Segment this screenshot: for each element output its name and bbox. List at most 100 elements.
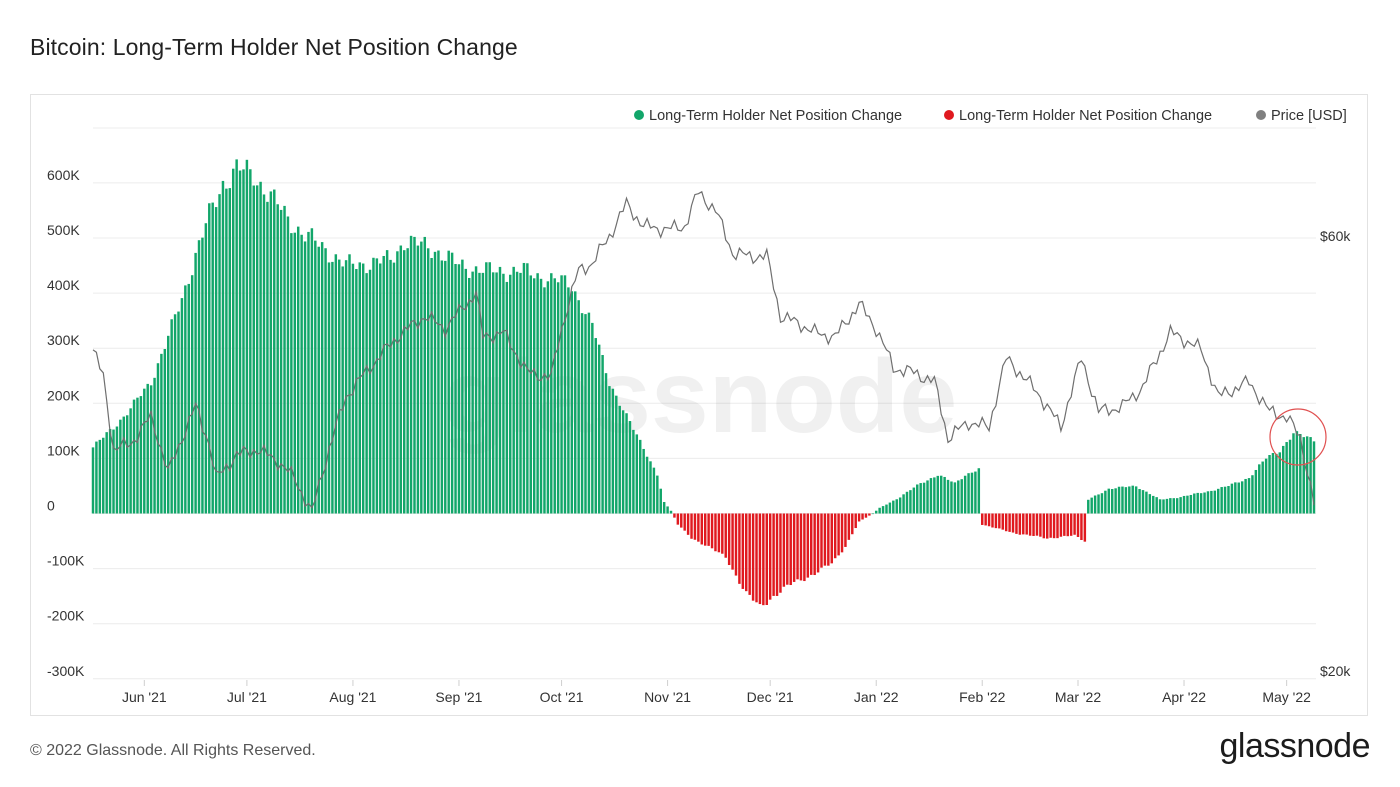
bar-positive bbox=[474, 266, 478, 514]
bar-positive bbox=[491, 272, 495, 514]
bar-positive bbox=[102, 437, 105, 514]
bar-negative bbox=[1069, 513, 1073, 536]
bar-positive bbox=[488, 262, 491, 514]
bar-negative bbox=[830, 513, 833, 564]
bar-positive bbox=[645, 456, 649, 514]
bar-negative bbox=[703, 513, 707, 546]
bar-positive bbox=[392, 262, 396, 514]
bar-positive bbox=[368, 269, 372, 514]
bar-positive bbox=[652, 467, 656, 514]
bar-positive bbox=[1131, 485, 1134, 514]
bar-positive bbox=[621, 410, 625, 514]
bar-negative bbox=[676, 513, 680, 525]
bar-positive bbox=[974, 471, 977, 514]
bar-positive bbox=[515, 271, 519, 514]
bar-positive bbox=[447, 250, 450, 514]
bar-positive bbox=[358, 262, 361, 514]
bar-negative bbox=[1011, 513, 1015, 533]
legend: Long-Term Holder Net Position Change Long… bbox=[634, 108, 1347, 124]
bar-positive bbox=[1309, 437, 1312, 514]
bar-positive bbox=[252, 185, 255, 514]
bar-positive bbox=[1292, 433, 1295, 514]
bar-negative bbox=[851, 513, 854, 535]
bar-positive bbox=[177, 311, 180, 514]
price-line bbox=[92, 190, 1315, 509]
bar-positive bbox=[1134, 486, 1138, 514]
bar-positive bbox=[444, 260, 447, 514]
bar-positive bbox=[320, 242, 324, 514]
bar-positive bbox=[1104, 490, 1107, 514]
bar-positive bbox=[953, 482, 957, 514]
bar-positive bbox=[532, 278, 536, 514]
bar-positive bbox=[597, 344, 601, 514]
bar-positive bbox=[1158, 499, 1162, 514]
bar-positive bbox=[1193, 493, 1196, 514]
bar-positive bbox=[385, 250, 389, 514]
bar-positive bbox=[440, 260, 444, 514]
bar-negative bbox=[738, 513, 741, 584]
bar-positive bbox=[365, 273, 368, 514]
x-axis: Jun '21 Jul '21 Aug '21 Sep '21 Oct '21 Nov '… bbox=[122, 680, 1311, 705]
bar-positive bbox=[498, 266, 502, 514]
bar-positive bbox=[180, 298, 184, 514]
bar-positive bbox=[1206, 491, 1210, 514]
bar-positive bbox=[1203, 492, 1206, 514]
bar-positive bbox=[580, 313, 584, 514]
bar-positive bbox=[399, 245, 403, 514]
bar-negative bbox=[727, 513, 731, 566]
bar-negative bbox=[810, 513, 813, 575]
bar-negative bbox=[1080, 513, 1083, 540]
bar-negative bbox=[1001, 513, 1004, 530]
bar-positive bbox=[1288, 439, 1292, 514]
bar-negative bbox=[1083, 513, 1087, 542]
bar-negative bbox=[1049, 513, 1052, 538]
bar-negative bbox=[868, 513, 871, 516]
bar-positive bbox=[132, 399, 136, 514]
bar-positive bbox=[467, 277, 471, 514]
bar-positive bbox=[871, 513, 875, 515]
bar-positive bbox=[214, 207, 218, 514]
bar-negative bbox=[1035, 513, 1039, 536]
bar-negative bbox=[731, 513, 734, 570]
bar-positive bbox=[509, 274, 512, 514]
bar-positive bbox=[112, 429, 115, 514]
bar-positive bbox=[238, 170, 242, 514]
bar-negative bbox=[854, 513, 857, 529]
bar-positive bbox=[396, 251, 399, 514]
bar-positive bbox=[1217, 488, 1220, 514]
bar-positive bbox=[235, 159, 238, 514]
bar-positive bbox=[635, 434, 639, 514]
bar-positive bbox=[892, 500, 895, 514]
bar-positive bbox=[604, 373, 608, 514]
bar-positive bbox=[403, 250, 406, 514]
page-title: Bitcoin: Long-Term Holder Net Position C… bbox=[30, 34, 518, 60]
bar-positive bbox=[478, 272, 481, 514]
bar-positive bbox=[464, 268, 468, 514]
bar-positive bbox=[125, 415, 129, 514]
bar-positive bbox=[355, 269, 358, 514]
bar-negative bbox=[1059, 513, 1063, 537]
bar-positive bbox=[505, 281, 509, 514]
bar-positive bbox=[881, 506, 885, 514]
y-axis-left: 600K 500K 400K 300K 200K 100K 0 -100K -200K -300K bbox=[47, 167, 85, 679]
bar-negative bbox=[751, 513, 755, 601]
bar-positive bbox=[1117, 486, 1121, 514]
bar-positive bbox=[303, 241, 307, 514]
bar-positive bbox=[307, 231, 310, 514]
bar-positive bbox=[1114, 488, 1117, 514]
bar-positive bbox=[611, 388, 615, 514]
bar-positive bbox=[529, 275, 533, 514]
bar-positive bbox=[245, 159, 249, 514]
bar-negative bbox=[1025, 513, 1028, 535]
bar-negative bbox=[734, 513, 738, 576]
x-tick-label: Oct '21 bbox=[540, 689, 584, 705]
bar-positive bbox=[556, 282, 560, 514]
bar-positive bbox=[324, 248, 327, 514]
x-tick-label: Aug '21 bbox=[329, 689, 376, 705]
bar-positive bbox=[249, 169, 252, 514]
bar-positive bbox=[300, 234, 303, 514]
bar-positive bbox=[273, 189, 276, 514]
bar-positive bbox=[1145, 491, 1148, 514]
bar-positive bbox=[543, 287, 546, 514]
bar-positive bbox=[242, 169, 245, 514]
